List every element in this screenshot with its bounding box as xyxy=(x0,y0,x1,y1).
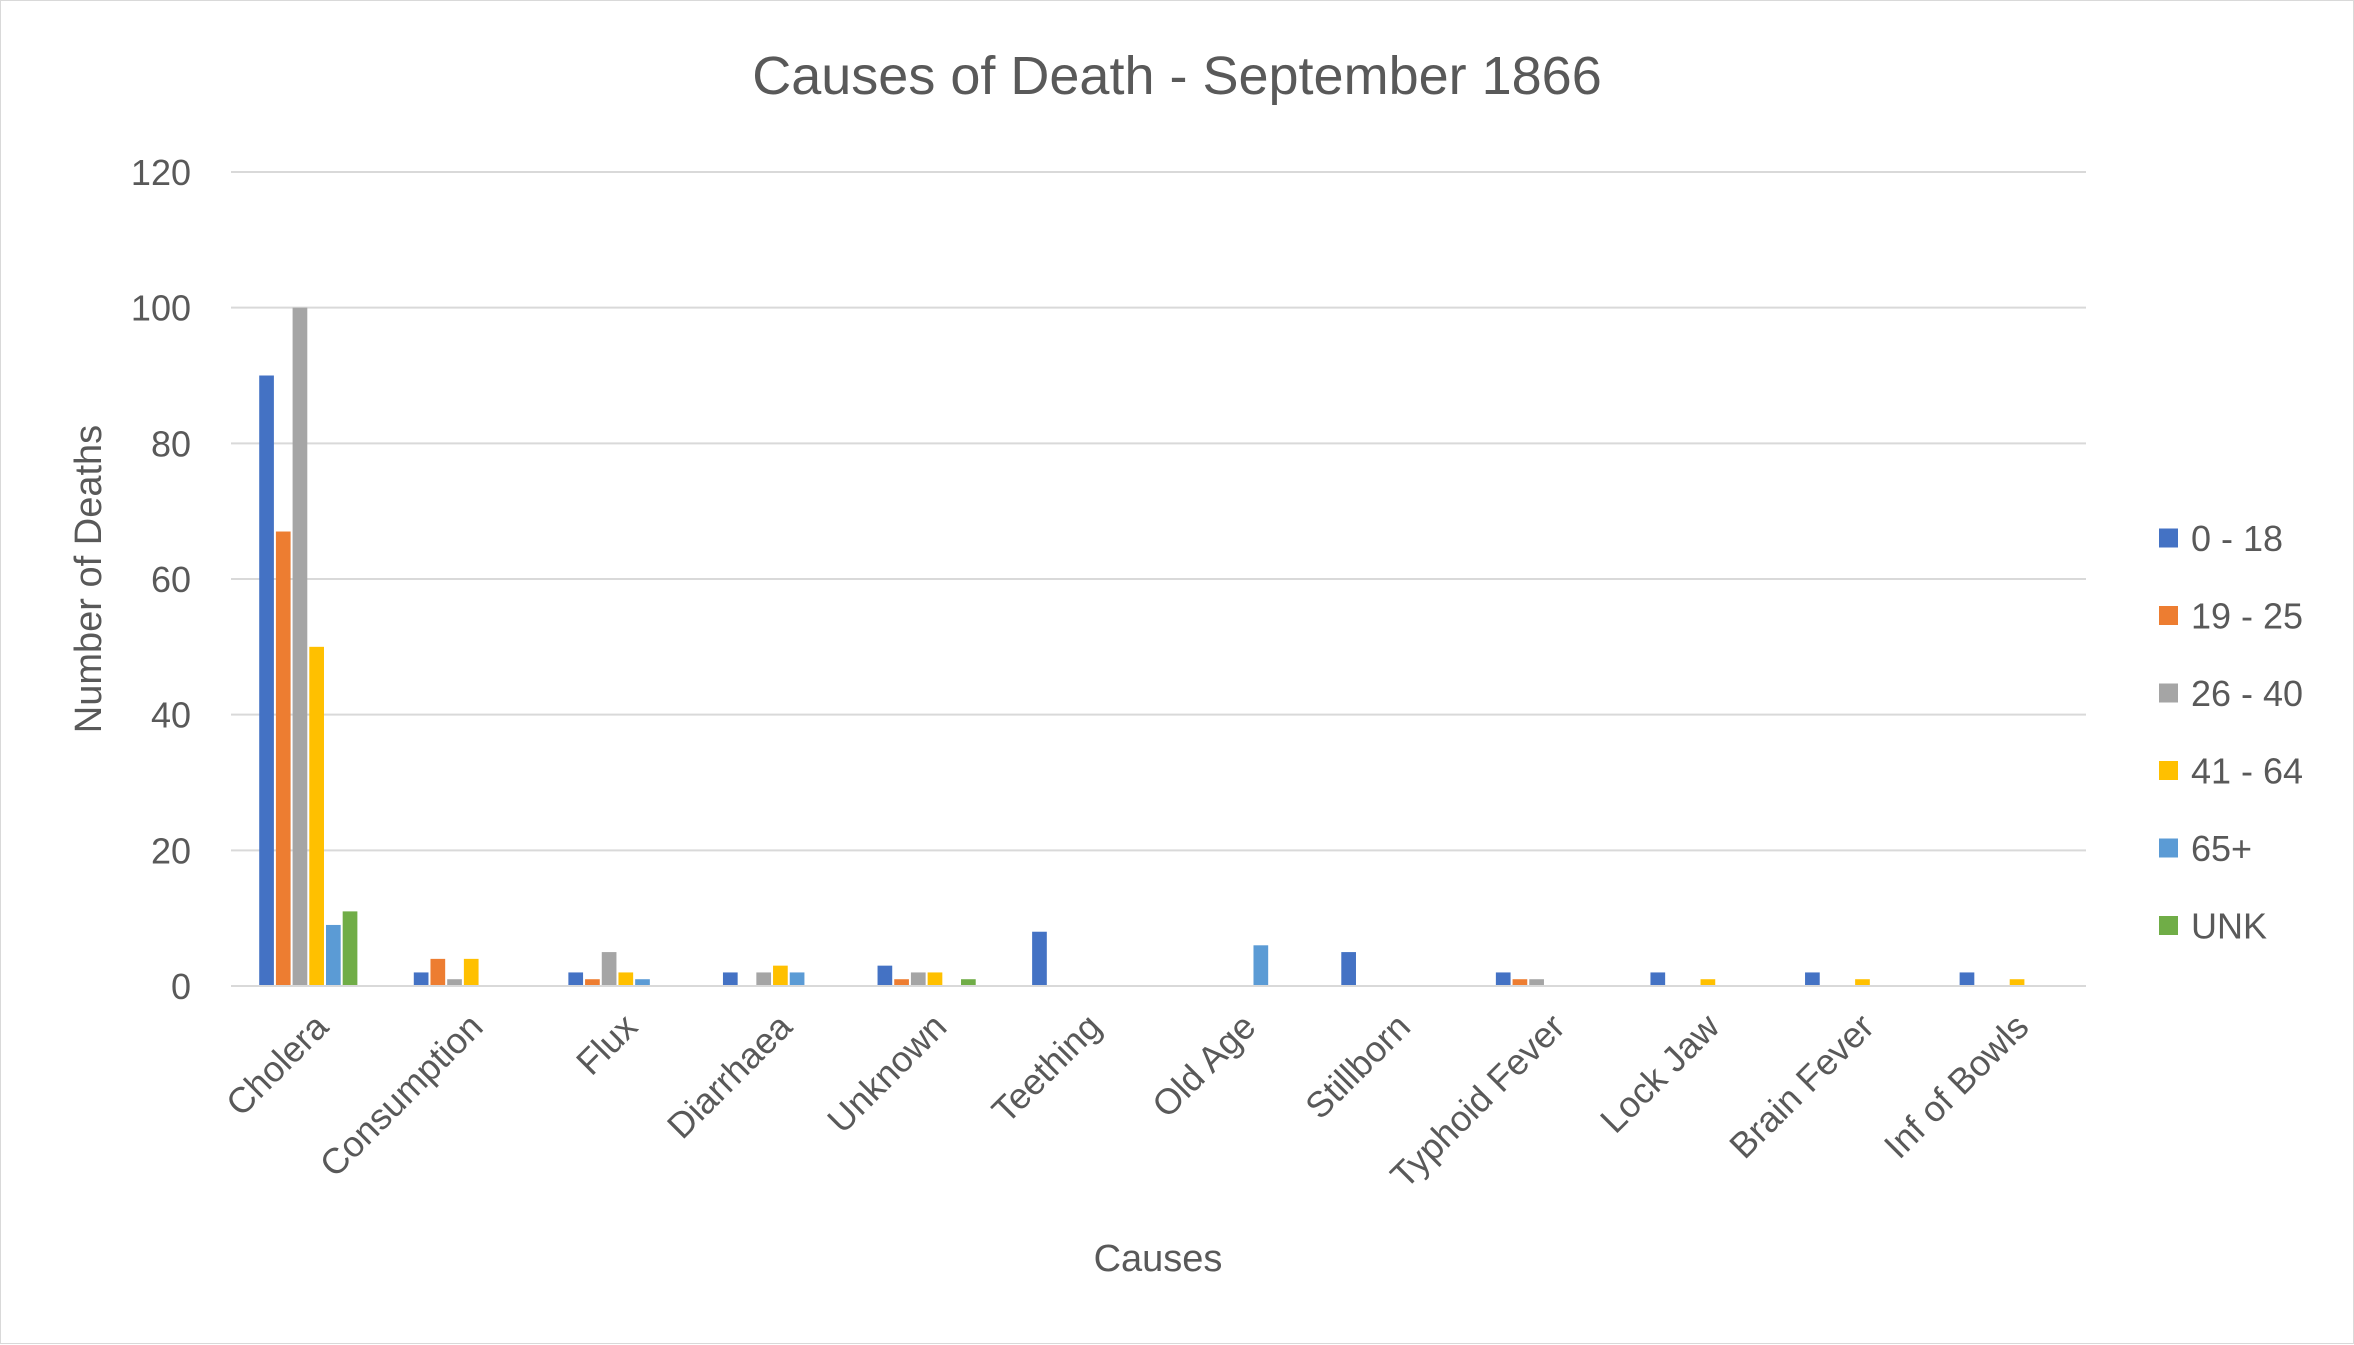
y-tick-label: 20 xyxy=(151,830,191,871)
legend-swatch xyxy=(2159,528,2178,548)
legend-label: UNK xyxy=(2191,906,2267,947)
bar xyxy=(789,972,805,986)
legend-label: 19 - 25 xyxy=(2191,596,2303,637)
legend-label: 26 - 40 xyxy=(2191,673,2303,714)
y-axis-ticks: 0 20 40 60 80 100 120 xyxy=(131,152,191,1007)
y-tick-label: 80 xyxy=(151,423,191,464)
bar xyxy=(635,979,650,986)
y-tick-label: 60 xyxy=(151,559,191,600)
bar xyxy=(961,979,976,986)
bar xyxy=(877,965,893,986)
legend-swatch xyxy=(2159,838,2178,858)
bar xyxy=(309,646,324,986)
bar xyxy=(447,979,462,986)
x-tick-label: Lock Jaw xyxy=(1592,1005,1728,1141)
legend-swatch xyxy=(2159,606,2178,625)
bar xyxy=(275,531,291,986)
bar xyxy=(773,965,788,986)
bar xyxy=(325,924,341,986)
chart-title: Causes of Death - September 1866 xyxy=(752,46,1602,106)
bar xyxy=(910,972,926,986)
bar xyxy=(1650,972,1666,986)
bar xyxy=(1529,979,1544,986)
legend-swatch xyxy=(2159,683,2178,703)
x-tick-label: Brain Fever xyxy=(1721,1006,1882,1167)
x-tick-label: Consumption xyxy=(312,1006,491,1185)
bar xyxy=(1512,979,1528,986)
x-tick-label: Flux xyxy=(568,1006,645,1083)
bar xyxy=(463,958,479,986)
x-tick-label: Teething xyxy=(984,1006,1109,1131)
legend-label: 41 - 64 xyxy=(2191,751,2303,792)
x-axis-label: Causes xyxy=(1094,1238,1223,1280)
bar xyxy=(568,972,584,986)
bar xyxy=(722,972,738,986)
legend-label: 0 - 18 xyxy=(2191,518,2283,559)
legend-swatch xyxy=(2159,916,2178,935)
legend-swatch xyxy=(2159,761,2178,780)
x-tick-label: Cholera xyxy=(218,1005,337,1124)
bar xyxy=(1341,952,1356,986)
bar xyxy=(430,958,446,986)
x-tick-label: Unknown xyxy=(819,1006,954,1141)
bar xyxy=(1959,972,1975,986)
bar xyxy=(259,375,274,986)
bar xyxy=(927,972,943,986)
y-tick-label: 120 xyxy=(131,152,191,193)
bars xyxy=(259,307,2025,987)
bar xyxy=(1805,972,1820,986)
y-tick-label: 100 xyxy=(131,288,191,329)
bar xyxy=(585,979,600,986)
y-tick-label: 40 xyxy=(151,695,191,736)
x-tick-label: Inf of Bowls xyxy=(1876,1006,2037,1167)
x-tick-label: Stillborn xyxy=(1297,1006,1418,1127)
y-tick-label: 0 xyxy=(171,966,191,1007)
bar xyxy=(756,972,772,986)
bar xyxy=(618,972,634,986)
bar xyxy=(342,911,358,986)
bar xyxy=(894,979,909,986)
bar xyxy=(413,972,429,986)
bar xyxy=(1253,945,1269,986)
x-tick-label: Diarrhaea xyxy=(659,1005,800,1146)
bar xyxy=(1855,979,1870,986)
bar xyxy=(2009,979,2025,986)
legend-label: 65+ xyxy=(2191,828,2252,869)
legend: 0 - 18 19 - 25 26 - 40 41 - 64 65+ UNK xyxy=(2159,518,2303,947)
gridlines xyxy=(231,171,2086,852)
x-tick-label: Old Age xyxy=(1144,1006,1264,1126)
bar xyxy=(1032,931,1047,986)
bar xyxy=(1700,979,1716,986)
y-axis-label: Number of Deaths xyxy=(68,425,110,733)
bar xyxy=(601,952,617,986)
bar xyxy=(1495,972,1511,986)
bar xyxy=(292,307,308,987)
